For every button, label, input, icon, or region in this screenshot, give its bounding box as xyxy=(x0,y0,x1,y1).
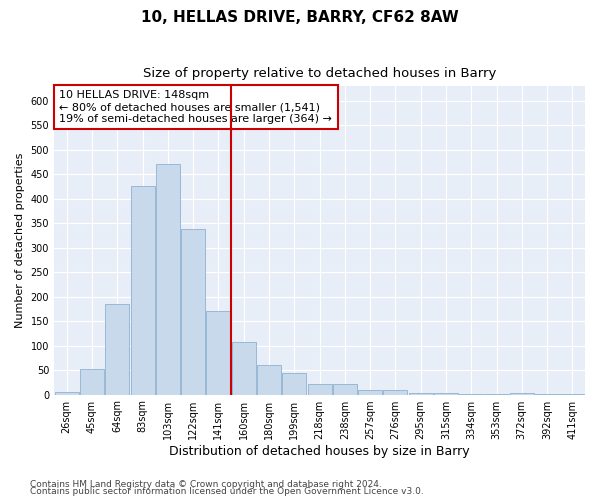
Title: Size of property relative to detached houses in Barry: Size of property relative to detached ho… xyxy=(143,68,496,80)
X-axis label: Distribution of detached houses by size in Barry: Distribution of detached houses by size … xyxy=(169,444,470,458)
Bar xyxy=(232,342,256,394)
Bar xyxy=(510,392,534,394)
Y-axis label: Number of detached properties: Number of detached properties xyxy=(15,152,25,328)
Bar xyxy=(282,372,306,394)
Bar xyxy=(358,390,382,394)
Bar xyxy=(308,384,332,394)
Bar xyxy=(434,393,458,394)
Bar xyxy=(181,229,205,394)
Text: Contains public sector information licensed under the Open Government Licence v3: Contains public sector information licen… xyxy=(30,487,424,496)
Bar xyxy=(55,392,79,394)
Bar xyxy=(131,186,155,394)
Bar xyxy=(105,304,129,394)
Bar xyxy=(156,164,180,394)
Bar xyxy=(80,369,104,394)
Bar xyxy=(333,384,357,394)
Bar xyxy=(409,392,433,394)
Bar xyxy=(206,312,230,394)
Bar xyxy=(383,390,407,394)
Bar xyxy=(257,365,281,394)
Text: 10 HELLAS DRIVE: 148sqm
← 80% of detached houses are smaller (1,541)
19% of semi: 10 HELLAS DRIVE: 148sqm ← 80% of detache… xyxy=(59,90,332,124)
Text: Contains HM Land Registry data © Crown copyright and database right 2024.: Contains HM Land Registry data © Crown c… xyxy=(30,480,382,489)
Text: 10, HELLAS DRIVE, BARRY, CF62 8AW: 10, HELLAS DRIVE, BARRY, CF62 8AW xyxy=(141,10,459,25)
